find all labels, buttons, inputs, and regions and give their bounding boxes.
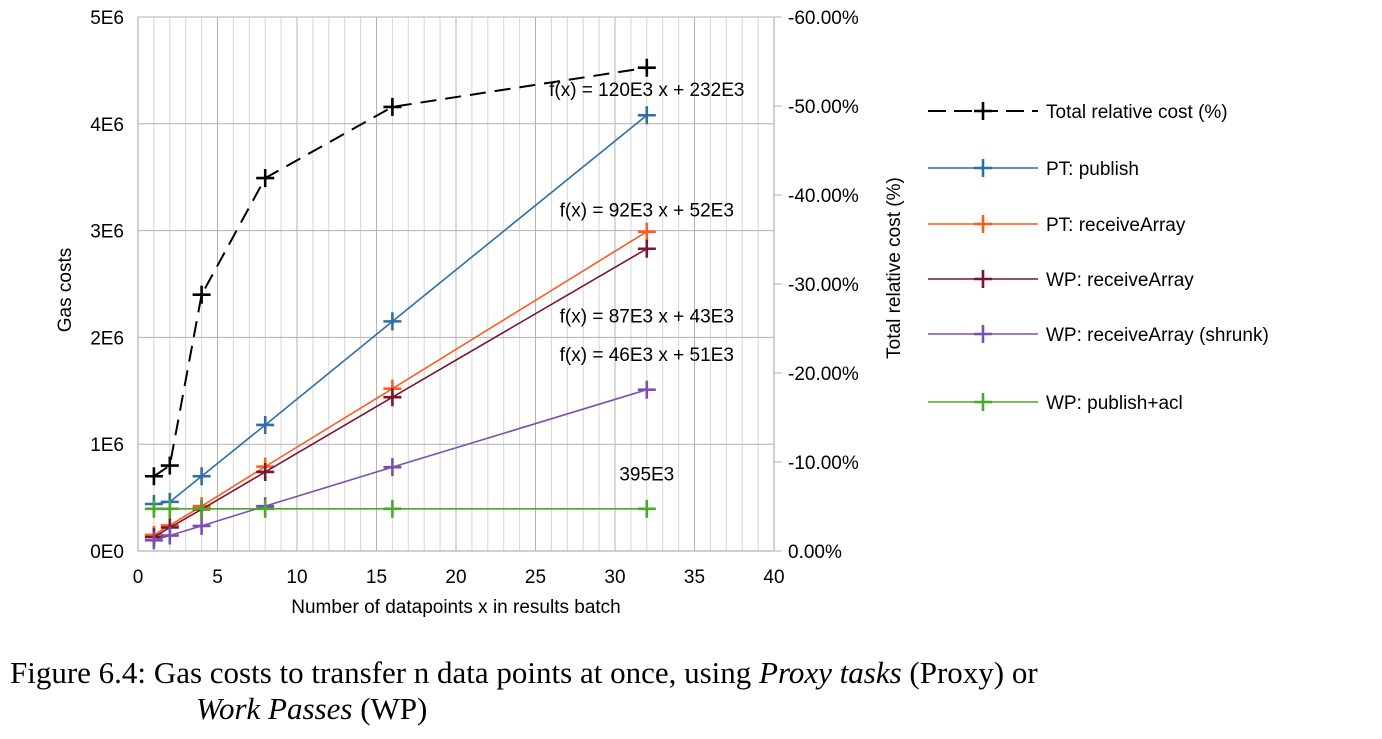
data-point-marker bbox=[637, 106, 656, 125]
caption-emphasis-proxy: Proxy tasks bbox=[759, 655, 902, 690]
y2-axis-title: Total relative cost (%) bbox=[884, 177, 905, 359]
x-tick-label: 20 bbox=[445, 567, 466, 588]
data-point-marker bbox=[160, 499, 179, 518]
legend-entry: WP: receiveArray (shrunk) bbox=[928, 325, 1269, 346]
data-point-marker bbox=[637, 222, 656, 241]
legend-label: Total relative cost (%) bbox=[1046, 102, 1228, 123]
data-point-marker bbox=[637, 499, 656, 518]
data-point-marker bbox=[192, 285, 211, 304]
data-point-marker bbox=[256, 462, 275, 481]
y2-tick-label: -20.00% bbox=[788, 364, 859, 385]
x-tick-label: 10 bbox=[286, 567, 307, 588]
legend-entry: PT: receiveArray bbox=[928, 215, 1186, 236]
data-point-marker bbox=[383, 97, 402, 116]
data-point-marker bbox=[637, 239, 656, 258]
series-line bbox=[153, 230, 648, 536]
y-tick-label: 1E6 bbox=[90, 435, 124, 456]
legend-entry: Total relative cost (%) bbox=[928, 102, 1228, 123]
data-point-marker bbox=[192, 467, 211, 486]
y2-tick-label: -30.00% bbox=[788, 275, 859, 296]
data-point-marker bbox=[637, 58, 656, 77]
data-point-marker bbox=[144, 467, 163, 486]
trendline-annotation: f(x) = 46E3 x + 51E3 bbox=[560, 345, 734, 366]
legend-entry: WP: publish+acl bbox=[928, 393, 1183, 414]
axis-labels: 0 5 10 15 20 25 30 35 40 0E0 1E6 2E6 3E6 4E6 5E6 0.00% -… bbox=[55, 8, 905, 618]
y2-tick-label: -40.00% bbox=[788, 186, 859, 207]
y-axis-title: Gas costs bbox=[55, 248, 76, 332]
y-tick-label: 3E6 bbox=[90, 222, 124, 243]
data-point-marker bbox=[383, 458, 402, 477]
data-point-marker bbox=[256, 415, 275, 434]
legend-marker bbox=[974, 215, 992, 233]
x-tick-label: 40 bbox=[763, 567, 784, 588]
legend-entry: PT: publish bbox=[928, 159, 1139, 180]
trendline-annotation: 395E3 bbox=[619, 465, 674, 486]
x-tick-label: 15 bbox=[366, 567, 387, 588]
legend-label: WP: publish+acl bbox=[1046, 393, 1183, 414]
x-tick-label: 5 bbox=[212, 567, 223, 588]
data-point-marker bbox=[383, 388, 402, 407]
y-tick-label: 4E6 bbox=[90, 115, 124, 136]
series-line bbox=[153, 248, 648, 538]
x-tick-label: 25 bbox=[525, 567, 546, 588]
legend-label: WP: receiveArray bbox=[1046, 270, 1194, 291]
y2-tick-label: -60.00% bbox=[788, 8, 859, 29]
legend-label: WP: receiveArray (shrunk) bbox=[1046, 325, 1269, 346]
legend-marker bbox=[974, 102, 992, 120]
legend: Total relative cost (%) PT: publish PT: re… bbox=[928, 102, 1269, 414]
y-tick-label: 2E6 bbox=[90, 328, 124, 349]
data-point-marker bbox=[160, 526, 179, 545]
y-tick-label: 5E6 bbox=[90, 8, 124, 29]
legend-marker bbox=[974, 393, 992, 411]
data-point-marker bbox=[383, 312, 402, 331]
data-point-marker bbox=[256, 169, 275, 188]
data-point-marker bbox=[256, 499, 275, 518]
y2-tick-label: 0.00% bbox=[788, 542, 842, 563]
legend-label: PT: publish bbox=[1046, 159, 1139, 180]
x-axis-title: Number of datapoints x in results batch bbox=[291, 597, 621, 618]
legend-marker bbox=[974, 159, 992, 177]
axes bbox=[137, 16, 782, 552]
series-line bbox=[153, 66, 647, 478]
y-tick-label: 0E0 bbox=[90, 542, 124, 563]
caption-text-2: (Proxy) or bbox=[909, 655, 1038, 690]
trendline-annotation: f(x) = 92E3 x + 52E3 bbox=[560, 201, 734, 222]
y2-tick-label: -50.00% bbox=[788, 97, 859, 118]
data-point-marker bbox=[192, 516, 211, 535]
x-tick-label: 35 bbox=[684, 567, 705, 588]
y2-tick-label: -10.00% bbox=[788, 453, 859, 474]
trendline-annotation: f(x) = 87E3 x + 43E3 bbox=[560, 306, 734, 327]
series-line bbox=[153, 388, 648, 542]
legend-label: PT: receiveArray bbox=[1046, 215, 1186, 236]
legend-entry: WP: receiveArray bbox=[928, 270, 1194, 291]
legend-marker bbox=[974, 270, 992, 288]
caption-text-1: Gas costs to transfer n data points at o… bbox=[153, 655, 752, 690]
data-point-marker bbox=[637, 380, 656, 399]
legend-marker bbox=[974, 325, 992, 343]
figure-caption: Figure 6.4: Gas costs to transfer n data… bbox=[10, 655, 1375, 727]
data-point-marker bbox=[192, 499, 211, 518]
x-tick-label: 0 bbox=[133, 567, 144, 588]
data-point-marker bbox=[144, 499, 163, 518]
data-point-marker bbox=[160, 456, 179, 475]
trendline-annotation: f(x) = 120E3 x + 232E3 bbox=[549, 80, 744, 101]
series-lines bbox=[144, 58, 656, 550]
x-tick-label: 30 bbox=[604, 567, 625, 588]
caption-emphasis-work-passes: Work Passes bbox=[196, 691, 353, 726]
caption-text-3: (WP) bbox=[360, 691, 428, 726]
caption-label: Figure 6.4: bbox=[10, 655, 147, 690]
chart: 0 5 10 15 20 25 30 35 40 0E0 1E6 2E6 3E6 4E6 5E6 0.00% -… bbox=[55, 8, 1269, 618]
data-point-marker bbox=[144, 531, 163, 550]
data-point-marker bbox=[383, 499, 402, 518]
